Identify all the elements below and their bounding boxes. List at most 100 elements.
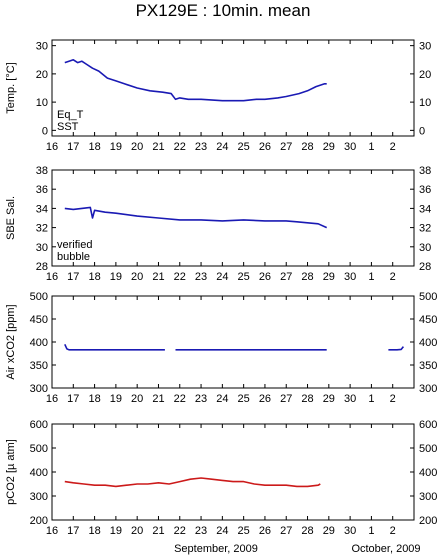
y-tick-label-right: 30 — [419, 242, 431, 254]
x-tick-label: 16 — [46, 271, 58, 283]
x-tick-label: 20 — [131, 271, 143, 283]
y-axis-label: SBE Sal. — [5, 196, 17, 240]
x-tick-label: 24 — [216, 393, 228, 405]
y-tick-label-left: 38 — [36, 165, 48, 177]
y-tick-label-right: 600 — [419, 419, 437, 431]
x-tick-label: 30 — [344, 525, 356, 537]
y-tick-label-left: 350 — [30, 360, 48, 372]
x-tick-label: 18 — [88, 141, 100, 153]
x-tick-label: 27 — [280, 393, 292, 405]
series-line-1 — [64, 477, 321, 488]
x-tick-label: 25 — [238, 141, 250, 153]
x-tick-label: 22 — [174, 525, 186, 537]
y-tick-label-left: 400 — [30, 467, 48, 479]
x-tick-label: 30 — [344, 271, 356, 283]
x-tick-label: 24 — [216, 525, 228, 537]
x-tick-label: 18 — [88, 393, 100, 405]
x-tick-label: 29 — [323, 141, 335, 153]
x-tick-label: 19 — [110, 525, 122, 537]
x-tick-label: 21 — [152, 271, 164, 283]
x-tick-label: 21 — [152, 141, 164, 153]
x-tick-label: 20 — [131, 393, 143, 405]
legend-entry: Eq_T — [57, 109, 84, 121]
x-tick-label: 17 — [67, 393, 79, 405]
y-tick-label-left: 28 — [36, 261, 48, 273]
x-tick-label: 18 — [88, 525, 100, 537]
y-tick-label-right: 300 — [419, 383, 437, 395]
y-tick-label-right: 400 — [419, 337, 437, 349]
y-tick-label-left: 36 — [36, 184, 48, 196]
plot-frame — [51, 169, 415, 267]
x-tick-label: 22 — [174, 141, 186, 153]
x-tick-label: 26 — [259, 525, 271, 537]
y-tick-label-right: 34 — [419, 203, 431, 215]
y-tick-label-left: 10 — [36, 97, 48, 109]
x-tick-label: 28 — [301, 393, 313, 405]
y-tick-label-left: 30 — [36, 242, 48, 254]
x-tick-label: 1 — [368, 525, 374, 537]
y-tick-label-left: 300 — [30, 491, 48, 503]
panels: 16 17 18 19 20 21 22 23 24 25 26 27 28 29 30 1 20 010 1020… — [5, 39, 437, 537]
x-tick-label: 2 — [390, 525, 396, 537]
x-tick-label: 22 — [174, 393, 186, 405]
footer-month-left: September, 2009 — [174, 543, 258, 555]
x-tick-label: 21 — [152, 525, 164, 537]
chart-panel-3: 16 17 18 19 20 21 22 23 24 25 26 27 28 29 30 1 2 300 300 35… — [5, 291, 437, 405]
x-tick-label: 29 — [323, 393, 335, 405]
x-tick-label: 17 — [67, 141, 79, 153]
y-tick-label-right: 450 — [419, 314, 437, 326]
x-tick-label: 21 — [152, 393, 164, 405]
y-tick-label-left: 450 — [30, 314, 48, 326]
x-tick-label: 19 — [110, 393, 122, 405]
x-tick-label: 2 — [390, 141, 396, 153]
series-line-1 — [64, 343, 165, 351]
y-tick-label-right: 36 — [419, 184, 431, 196]
x-tick-label: 26 — [259, 271, 271, 283]
y-tick-label-right: 200 — [419, 515, 437, 527]
x-tick-label: 29 — [323, 525, 335, 537]
y-tick-label-right: 300 — [419, 491, 437, 503]
y-tick-label-right: 400 — [419, 467, 437, 479]
y-tick-label-left: 600 — [30, 419, 48, 431]
y-tick-label-right: 38 — [419, 165, 431, 177]
y-tick-label-left: 20 — [36, 69, 48, 81]
x-tick-label: 20 — [131, 141, 143, 153]
y-tick-label-right: 350 — [419, 360, 437, 372]
y-tick-label-left: 300 — [30, 383, 48, 395]
y-tick-label-right: 20 — [419, 69, 431, 81]
y-axis-label: pCO2 [µ atm] — [5, 439, 17, 505]
y-tick-label-left: 32 — [36, 223, 48, 235]
x-tick-label: 25 — [238, 271, 250, 283]
y-axis-label: Air xCO2 [ppm] — [5, 304, 17, 379]
y-tick-label-right: 0 — [419, 125, 425, 137]
x-tick-label: 28 — [301, 271, 313, 283]
legend-entry: bubble — [57, 251, 90, 263]
y-tick-label-left: 500 — [30, 291, 48, 303]
y-tick-label-right: 30 — [419, 41, 431, 53]
chart-panel-2: 16 17 18 19 20 21 22 23 24 25 26 27 28 29 30 1 2 28 28 30 30… — [5, 165, 431, 283]
x-tick-label: 30 — [344, 141, 356, 153]
legend-entry: SST — [57, 121, 79, 133]
x-tick-label: 16 — [46, 141, 58, 153]
x-tick-label: 2 — [390, 271, 396, 283]
x-tick-label: 22 — [174, 271, 186, 283]
chart-panel-1: 16 17 18 19 20 21 22 23 24 25 26 27 28 29 30 1 20 010 1020… — [5, 39, 431, 153]
x-tick-label: 26 — [259, 141, 271, 153]
x-tick-label: 17 — [67, 271, 79, 283]
x-tick-label: 20 — [131, 525, 143, 537]
x-tick-label: 25 — [238, 525, 250, 537]
x-tick-label: 16 — [46, 525, 58, 537]
y-tick-label-right: 28 — [419, 261, 431, 273]
x-tick-label: 27 — [280, 271, 292, 283]
y-tick-label-right: 500 — [419, 291, 437, 303]
x-tick-label: 24 — [216, 271, 228, 283]
x-tick-label: 1 — [368, 141, 374, 153]
x-tick-label: 26 — [259, 393, 271, 405]
plot-frame — [51, 39, 415, 137]
x-tick-label: 19 — [110, 141, 122, 153]
y-axis-label: Temp. [°C] — [5, 62, 17, 113]
x-tick-label: 23 — [195, 393, 207, 405]
y-tick-label-left: 500 — [30, 443, 48, 455]
